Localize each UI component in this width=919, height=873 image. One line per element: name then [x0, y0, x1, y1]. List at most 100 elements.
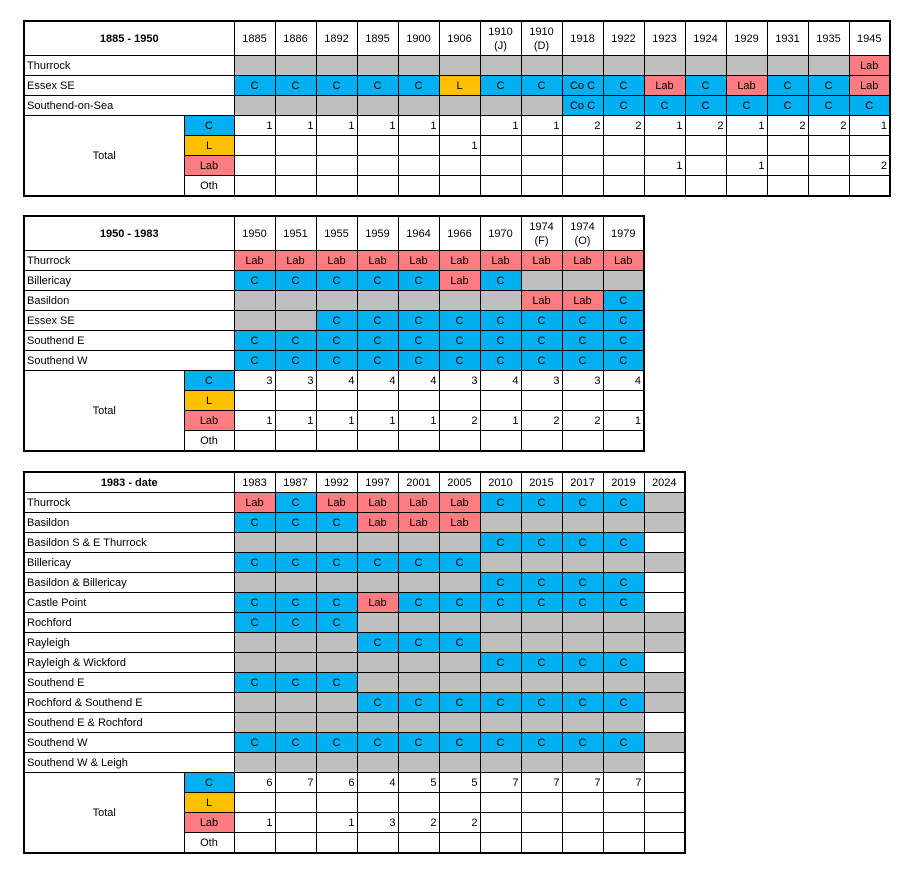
no-seat-cell: [438, 752, 481, 773]
year-header: 1895: [356, 20, 399, 56]
total-count: [233, 135, 276, 156]
result-cell: C: [520, 350, 563, 371]
seat-row: Essex SE C C C C C L C C Co C C Lab C Lab C C Lab: [23, 75, 891, 96]
result-cell: C: [479, 572, 522, 593]
no-seat-cell: [725, 55, 768, 76]
result-cell: C: [602, 95, 645, 116]
seat-name: Southend E: [23, 330, 235, 351]
total-count: 1: [725, 115, 768, 136]
total-count: [602, 175, 645, 197]
period-title: 1885 - 1950: [23, 20, 235, 56]
total-count: [479, 175, 522, 197]
total-count: [807, 155, 850, 176]
no-seat-cell: [602, 632, 645, 653]
party-key-l: L: [183, 792, 235, 813]
total-count: [520, 812, 563, 833]
seat-name: Southend E: [23, 672, 235, 693]
result-cell: C: [684, 95, 727, 116]
total-count: 2: [520, 410, 563, 431]
year-header: 1966: [438, 215, 481, 251]
no-seat-cell: [356, 672, 399, 693]
result-cell: [643, 712, 686, 733]
result-cell: C: [520, 532, 563, 553]
no-seat-cell: [397, 712, 440, 733]
seat-row: Rayleigh & Wickford C C C C: [23, 652, 686, 673]
result-cell: C: [848, 95, 891, 116]
total-count: 4: [397, 370, 440, 391]
result-cell: C: [397, 270, 440, 291]
result-cell: C: [397, 592, 440, 613]
party-key-c: C: [183, 370, 235, 391]
seat-row: Essex SE C C C C C C C C: [23, 310, 645, 331]
party-key-oth: Oth: [183, 832, 235, 854]
no-seat-cell: [315, 290, 358, 311]
seat-name: Basildon & Billericay: [23, 572, 235, 593]
year-header: 1924: [684, 20, 727, 56]
seat-row: Basildon C C C Lab Lab Lab: [23, 512, 686, 533]
total-count: [438, 430, 481, 452]
no-seat-cell: [479, 672, 522, 693]
total-count: [725, 175, 768, 197]
results-table-2: 1950 - 1983 1950 1951 1955 1959 1964 1966 1970 1…: [23, 215, 645, 452]
party-key-lab: Lab: [183, 410, 235, 431]
no-seat-cell: [233, 652, 276, 673]
year-header: 1885: [233, 20, 276, 56]
result-cell: C: [561, 692, 604, 713]
total-count: 2: [397, 812, 440, 833]
result-cell: C: [561, 310, 604, 331]
result-cell: C: [479, 492, 522, 513]
no-seat-cell: [643, 692, 686, 713]
total-count: [233, 792, 276, 813]
seat-row: Southend W & Leigh: [23, 752, 686, 773]
result-cell: Lab: [561, 290, 604, 311]
result-cell: C: [602, 652, 645, 673]
seat-row: Basildon Lab Lab C: [23, 290, 645, 311]
no-seat-cell: [561, 712, 604, 733]
result-cell: C: [315, 512, 358, 533]
total-count: [397, 155, 440, 176]
no-seat-cell: [315, 55, 358, 76]
no-seat-cell: [479, 632, 522, 653]
result-cell: C: [602, 330, 645, 351]
no-seat-cell: [438, 712, 481, 733]
party-key-lab: Lab: [183, 812, 235, 833]
result-cell: C: [274, 512, 317, 533]
total-count: [356, 135, 399, 156]
result-cell: C: [356, 632, 399, 653]
total-count: [397, 175, 440, 197]
seat-name: Southend E & Rochford: [23, 712, 235, 733]
result-cell: C: [561, 330, 604, 351]
result-cell: C: [315, 330, 358, 351]
year-header: 1910 (J): [479, 20, 522, 56]
total-count: [438, 155, 481, 176]
total-count: 1: [274, 115, 317, 136]
total-count: [315, 155, 358, 176]
total-row: Lab 1 1 3 2 2: [24, 812, 686, 833]
total-count: 4: [479, 370, 522, 391]
total-count: 3: [520, 370, 563, 391]
total-count: [315, 792, 358, 813]
result-cell: C: [397, 632, 440, 653]
total-count: [479, 832, 522, 854]
no-seat-cell: [233, 532, 276, 553]
result-cell: C: [315, 270, 358, 291]
result-cell: C: [479, 692, 522, 713]
total-count: [479, 430, 522, 452]
result-cell: C: [315, 350, 358, 371]
no-seat-cell: [233, 632, 276, 653]
total-count: [356, 832, 399, 854]
total-count: [807, 175, 850, 197]
total-count: 7: [602, 772, 645, 793]
result-cell: Lab: [848, 75, 891, 96]
total-count: [602, 430, 645, 452]
no-seat-cell: [520, 712, 563, 733]
total-count: [233, 155, 276, 176]
total-row: Total C 3 3 4 4 4 3 4 3 3 4: [23, 370, 645, 452]
result-cell: C: [233, 732, 276, 753]
no-seat-cell: [274, 310, 317, 331]
year-header: 2001: [397, 471, 440, 493]
result-cell: Lab: [643, 75, 686, 96]
result-cell: Lab: [397, 512, 440, 533]
result-cell: C: [356, 75, 399, 96]
